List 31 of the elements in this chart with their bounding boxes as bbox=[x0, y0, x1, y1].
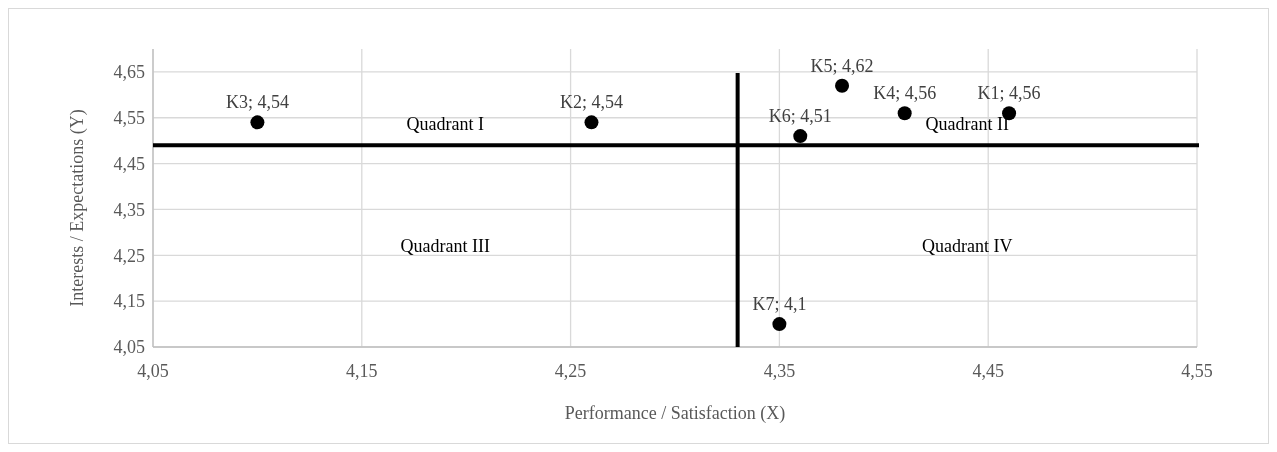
y-tick-label: 4,65 bbox=[113, 62, 145, 83]
y-tick-label: 4,45 bbox=[113, 153, 145, 174]
data-label: K7; 4,1 bbox=[752, 294, 807, 315]
x-tick-label: 4,25 bbox=[554, 361, 587, 381]
y-axis-title: Interests / Expectations (Y) bbox=[67, 109, 88, 307]
point bbox=[250, 115, 265, 130]
x-tick-label: 4,55 bbox=[1181, 361, 1213, 381]
x-axis-title: Performance / Satisfaction (X) bbox=[564, 403, 786, 424]
data-label: K3; 4,54 bbox=[225, 92, 289, 113]
annotation: Quadrant III bbox=[400, 236, 491, 257]
x-tick-label: 4,35 bbox=[763, 361, 796, 381]
data-label: K1; 4,56 bbox=[977, 83, 1041, 104]
data-label: K6; 4,51 bbox=[768, 106, 832, 127]
y-tick-label: 4,35 bbox=[113, 199, 145, 220]
data-label: K2; 4,54 bbox=[559, 92, 623, 113]
point bbox=[897, 106, 912, 121]
data-label: K4; 4,56 bbox=[873, 83, 937, 104]
annotation: Quadrant IV bbox=[922, 236, 1013, 257]
data-label: K5; 4,62 bbox=[810, 55, 874, 76]
y-tick-label: 4,15 bbox=[113, 291, 145, 312]
x-tick-label: 4,05 bbox=[137, 361, 169, 381]
annotation: Quadrant I bbox=[406, 113, 485, 134]
point bbox=[835, 78, 850, 93]
y-tick-label: 4,55 bbox=[113, 108, 145, 129]
point bbox=[584, 115, 599, 130]
y-tick-label: 4,25 bbox=[113, 245, 145, 266]
x-tick-label: 4,15 bbox=[346, 361, 378, 381]
y-tick-label: 4,05 bbox=[113, 337, 145, 358]
point bbox=[772, 317, 787, 332]
point bbox=[793, 129, 808, 144]
x-tick-label: 4,45 bbox=[972, 361, 1004, 381]
